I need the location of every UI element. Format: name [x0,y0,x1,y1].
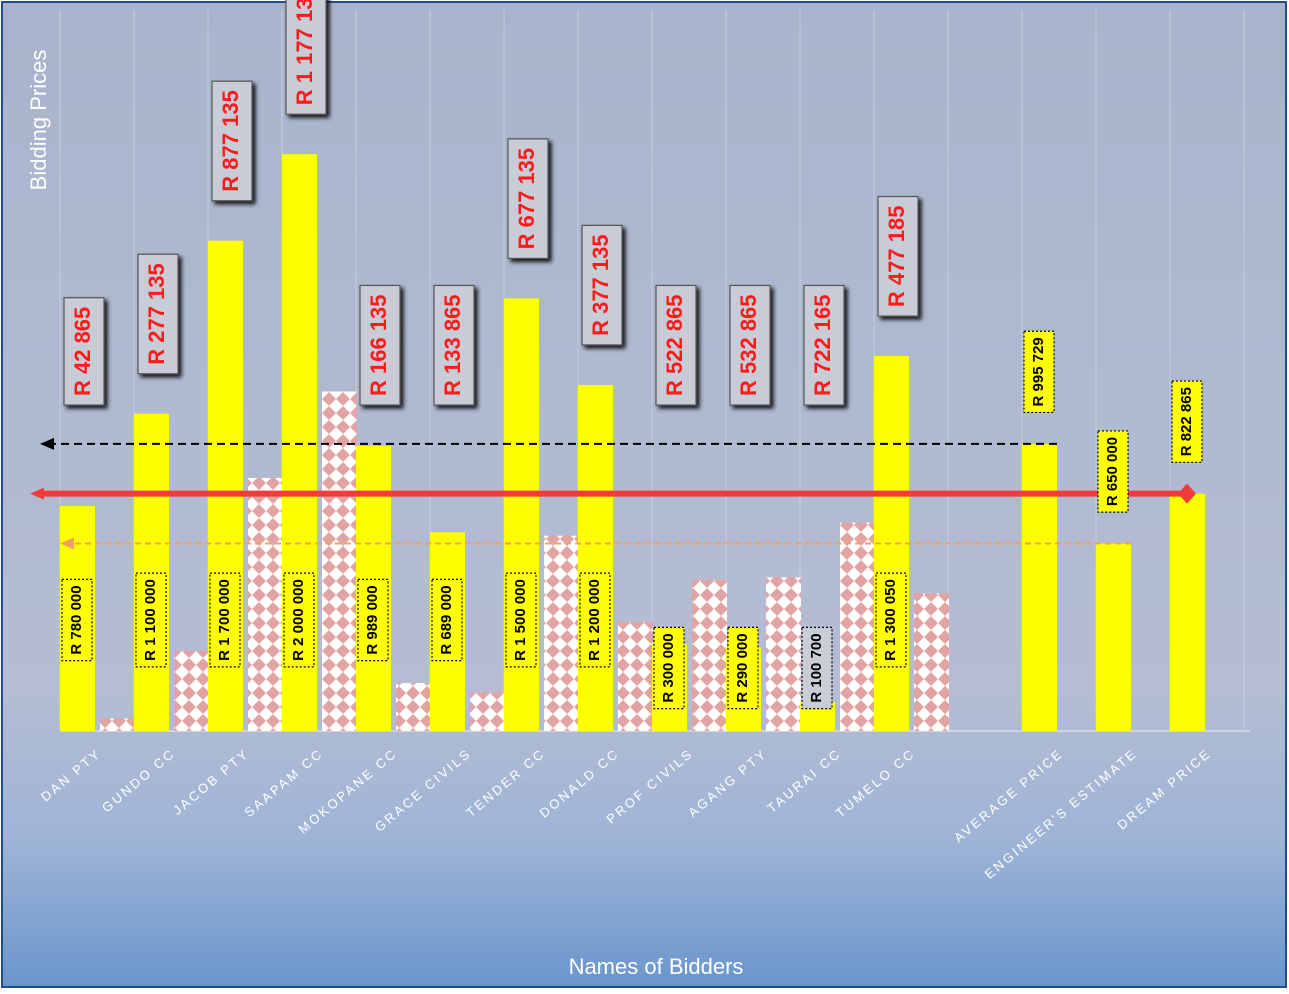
value-label-box [283,572,315,668]
bar [840,522,875,731]
value-label-box [1023,330,1055,414]
value-label: R 2 000 000 [290,579,307,661]
difference-label-box [655,284,697,406]
bar [1096,543,1131,731]
difference-label: R 477 185 [884,206,909,308]
bar [544,535,579,731]
value-label: R 650 000 [1104,437,1121,506]
bar [174,651,209,731]
arrow-head [60,537,74,550]
difference-label: R 877 135 [218,90,243,192]
difference-label: R 522 865 [662,294,687,396]
bar [470,692,505,731]
difference-label: R 133 865 [440,294,465,396]
bar [134,413,169,731]
difference-label-box [877,195,919,317]
bar [766,577,801,731]
value-label: R 780 000 [68,585,85,654]
value-label: R 100 700 [808,633,825,702]
value-label: R 1 700 000 [216,579,233,661]
value-label-box [135,572,167,668]
difference-label-box [803,284,845,406]
difference-label: R 277 135 [144,263,169,365]
difference-label: R 166 135 [366,294,391,396]
bar [692,580,727,731]
difference-label: R 532 865 [736,294,761,396]
value-label-box [727,626,759,710]
x-axis-label: Names of Bidders [569,954,744,979]
diamond-marker [1178,483,1196,504]
difference-label: R 377 135 [588,234,613,336]
bar [1022,443,1057,731]
difference-label-box [581,224,623,346]
value-label: R 1 100 000 [142,579,159,661]
value-label-box [1171,380,1203,463]
bar [578,384,613,731]
difference-label-box [211,80,253,202]
difference-label-box [285,0,327,115]
value-label: R 1 200 000 [586,579,603,661]
value-label-box [1097,430,1129,513]
difference-label: R 722 165 [810,294,835,396]
value-label-box [505,572,537,668]
bar [914,593,949,731]
difference-label: R 1 177 135 [292,0,317,105]
arrow-head [40,437,54,450]
difference-label-box [507,138,549,259]
arrow-head [30,487,44,500]
value-label: R 1 500 000 [512,579,529,661]
value-label-box [801,626,833,710]
bar [618,622,653,731]
value-label-box [653,626,685,710]
difference-label: R 677 135 [514,148,539,250]
difference-label-box [63,297,105,406]
value-label: R 290 000 [734,633,751,702]
difference-label-box [729,284,771,406]
difference-label: R 42 865 [70,307,95,396]
value-label-box [209,572,241,668]
value-label: R 689 000 [438,585,455,654]
value-label: R 1 300 050 [882,579,899,661]
value-label: R 995 729 [1030,337,1047,406]
value-label: R 989 000 [364,585,381,654]
difference-label-box [359,284,401,406]
bar [396,683,431,731]
value-label-box [431,578,463,662]
y-axis-label: Bidding Prices [26,50,51,191]
bar [100,718,135,731]
difference-label-box [433,284,475,406]
bar [1170,493,1205,731]
value-label-box [61,578,93,662]
value-label: R 822 865 [1178,387,1195,456]
value-label-box [875,572,907,668]
difference-label-box [137,253,179,375]
value-label: R 300 000 [660,633,677,702]
bar [248,478,283,731]
bar [322,391,357,731]
value-label-box [357,578,389,662]
value-label-box [579,572,611,668]
